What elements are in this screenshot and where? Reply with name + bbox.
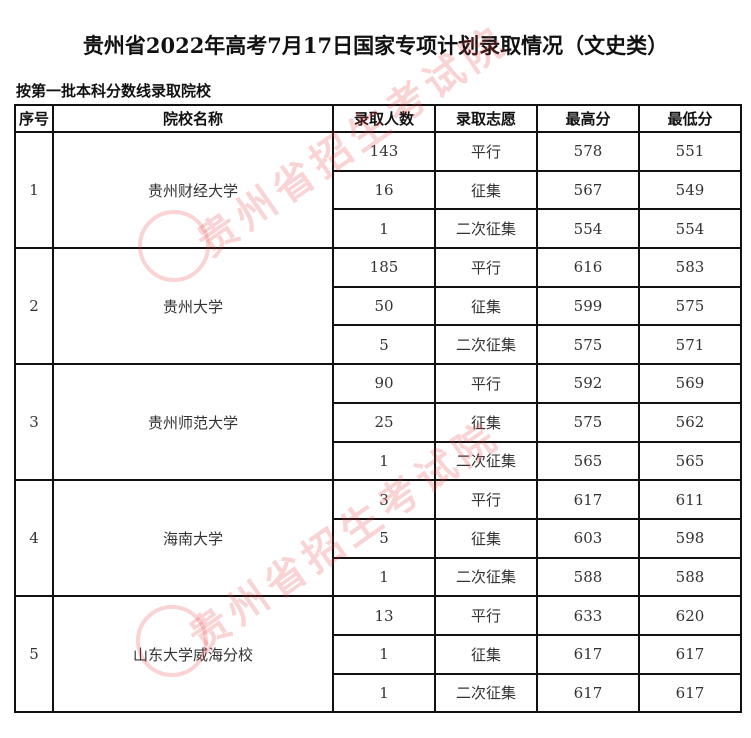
school-name: 贵州大学	[52, 247, 334, 366]
admit-choice: 征集	[434, 169, 538, 211]
school-name: 山东大学威海分校	[52, 595, 334, 714]
table-row: 1 二次征集 588 588	[15, 556, 742, 598]
max-score: 565	[536, 440, 640, 482]
admit-count: 5	[332, 324, 436, 366]
school-no: 4	[14, 479, 54, 598]
max-score: 617	[536, 672, 640, 714]
min-score: 598	[638, 517, 742, 559]
admission-table: 序号 院校名称 录取人数 录取志愿 最高分 最低分 1 贵州财经大学 143 平行 57…	[14, 104, 742, 714]
admit-count: 1	[332, 208, 436, 250]
header-max: 最高分	[536, 104, 640, 133]
max-score: 567	[536, 169, 640, 211]
max-score: 633	[536, 595, 640, 636]
min-score: 575	[638, 285, 742, 327]
admit-choice: 平行	[434, 131, 538, 172]
school-no: 2	[14, 247, 54, 366]
table-row: 25 征集 575 562	[15, 401, 742, 443]
admit-count: 143	[332, 131, 436, 172]
admit-choice: 征集	[434, 517, 538, 559]
min-score: 611	[638, 479, 742, 520]
admit-count: 1	[332, 556, 436, 598]
table-row: 1 征集 617 617	[15, 633, 742, 675]
min-score: 562	[638, 401, 742, 443]
min-score: 569	[638, 363, 742, 404]
min-score: 588	[638, 556, 742, 598]
admit-count: 185	[332, 247, 436, 288]
admit-choice: 二次征集	[434, 208, 538, 250]
max-score: 616	[536, 247, 640, 288]
admit-count: 25	[332, 401, 436, 443]
header-count: 录取人数	[332, 104, 436, 133]
max-score: 588	[536, 556, 640, 598]
table-row: 1 二次征集 617 617	[15, 672, 742, 714]
header-school: 院校名称	[52, 104, 334, 133]
table-row: 16 征集 567 549	[15, 169, 742, 211]
admit-choice: 二次征集	[434, 556, 538, 598]
school-no: 5	[14, 595, 54, 714]
min-score: 617	[638, 633, 742, 675]
admit-choice: 征集	[434, 401, 538, 443]
admit-choice: 征集	[434, 285, 538, 327]
admit-count: 1	[332, 672, 436, 714]
max-score: 617	[536, 633, 640, 675]
table-row: 5 山东大学威海分校 13 平行 633 620	[14, 595, 742, 714]
admit-choice: 二次征集	[434, 672, 538, 714]
header-min: 最低分	[638, 104, 742, 133]
page-title: 贵州省2022年高考7月17日国家专项计划录取情况（文史类）	[82, 33, 669, 58]
table-row: 50 征集 599 575	[15, 285, 742, 327]
admit-count: 16	[332, 169, 436, 211]
min-score: 571	[638, 324, 742, 366]
max-score: 575	[536, 324, 640, 366]
min-score: 583	[638, 247, 742, 288]
table-row: 1 二次征集 565 565	[15, 440, 742, 482]
min-score: 565	[638, 440, 742, 482]
table-row: 3 贵州师范大学 90 平行 592 569	[14, 363, 742, 482]
header-row: 序号 院校名称 录取人数 录取志愿 最高分 最低分	[14, 104, 742, 133]
admit-count: 1	[332, 633, 436, 675]
school-name: 贵州财经大学	[52, 130, 334, 250]
admit-count: 3	[332, 479, 436, 520]
max-score: 617	[536, 479, 640, 520]
max-score: 554	[536, 208, 640, 250]
admit-count: 1	[332, 440, 436, 482]
section-subtitle: 按第一批本科分数线录取院校	[16, 82, 212, 100]
school-name: 海南大学	[52, 479, 334, 598]
admit-choice: 平行	[434, 247, 538, 288]
admit-choice: 平行	[434, 595, 538, 636]
min-score: 554	[638, 208, 742, 250]
table-row: 5 二次征集 575 571	[15, 324, 742, 366]
admit-choice: 平行	[434, 363, 538, 404]
min-score: 549	[638, 169, 742, 211]
admit-count: 5	[332, 517, 436, 559]
max-score: 592	[536, 363, 640, 404]
header-choice: 录取志愿	[434, 104, 538, 133]
max-score: 603	[536, 517, 640, 559]
admit-count: 90	[332, 363, 436, 404]
header-no: 序号	[14, 104, 54, 133]
max-score: 575	[536, 401, 640, 443]
admit-choice: 平行	[434, 479, 538, 520]
min-score: 617	[638, 672, 742, 714]
school-name: 贵州师范大学	[52, 363, 334, 482]
admit-choice: 征集	[434, 633, 538, 675]
admit-count: 13	[332, 595, 436, 636]
table-row: 4 海南大学 3 平行 617 611	[14, 479, 742, 598]
max-score: 599	[536, 285, 640, 327]
table-row: 1 贵州财经大学 143 平行 578 551	[14, 130, 742, 250]
min-score: 620	[638, 595, 742, 636]
min-score: 551	[638, 131, 742, 172]
admit-count: 50	[332, 285, 436, 327]
table-row: 1 二次征集 554 554	[15, 208, 742, 250]
max-score: 578	[536, 131, 640, 172]
school-no: 3	[14, 363, 54, 482]
admit-choice: 二次征集	[434, 440, 538, 482]
admit-choice: 二次征集	[434, 324, 538, 366]
table-row: 5 征集 603 598	[15, 517, 742, 559]
school-no: 1	[14, 130, 54, 250]
table-row: 2 贵州大学 185 平行 616 583	[14, 247, 742, 366]
